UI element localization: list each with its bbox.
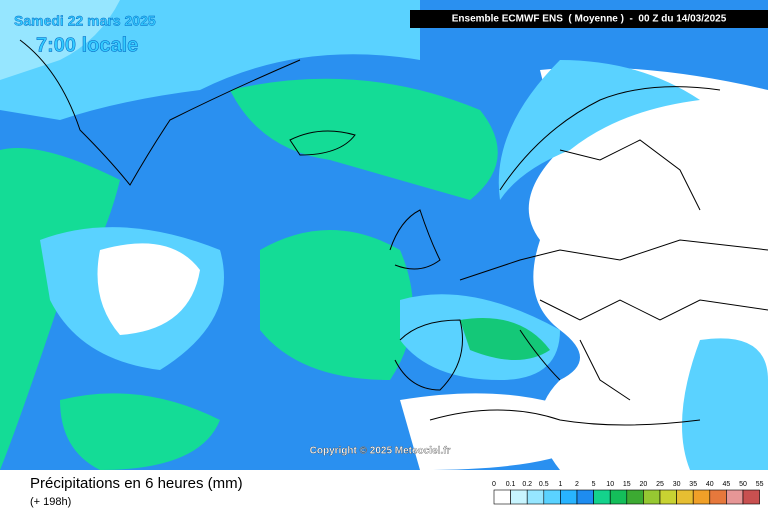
model: Ensemble ECMWF ENS ( Moyenne ) - 00 Z du… <box>452 14 727 25</box>
legend-label: 0.5 <box>539 481 549 488</box>
legend-label: 2 <box>575 481 579 488</box>
legend-swatch <box>593 489 611 505</box>
legend-label: 1 <box>558 481 562 488</box>
time: 7:00 locale <box>36 34 138 56</box>
legend-swatch <box>659 489 677 505</box>
legend-label: 0.2 <box>522 481 532 488</box>
legend-label: 45 <box>723 481 731 488</box>
legend-label: 20 <box>640 481 648 488</box>
legend-swatch <box>742 489 760 505</box>
legend-label: 15 <box>623 481 631 488</box>
legend-label: 25 <box>656 481 664 488</box>
legend-swatch <box>676 489 694 505</box>
legend-swatch <box>526 489 545 505</box>
copyright: Copyright © 2025 Meteociel.fr <box>310 446 451 457</box>
legend-swatch <box>543 489 561 505</box>
footer-lead: (+ 198h) <box>30 496 71 508</box>
legend-label: 40 <box>706 481 714 488</box>
date: Samedi 22 mars 2025 <box>14 13 156 29</box>
legend-label: 0 <box>492 481 496 488</box>
legend-swatch <box>609 489 628 505</box>
model-box <box>410 10 768 28</box>
legend-label: 50 <box>739 481 747 488</box>
legend-label: 35 <box>689 481 697 488</box>
map <box>0 0 768 470</box>
legend-label: 5 <box>592 481 596 488</box>
legend-swatch <box>709 489 727 505</box>
legend-swatch <box>643 489 661 505</box>
legend-label: 55 <box>756 481 764 488</box>
legend-label: 10 <box>606 481 614 488</box>
footer-title: Précipitations en 6 heures (mm) <box>30 475 243 492</box>
legend-label: 30 <box>673 481 681 488</box>
legend-swatch <box>560 489 578 505</box>
legend-label: 0.1 <box>506 481 516 488</box>
legend-swatch <box>626 489 644 505</box>
legend-swatch <box>692 489 711 505</box>
legend-swatch <box>510 489 528 505</box>
legend-swatch <box>493 489 511 505</box>
legend-swatch <box>726 489 744 505</box>
legend: 0 0.1 0.2 0.5 1 2 5 10 15 20 25 30 35 40 45 50 55 <box>492 481 764 505</box>
legend-swatch <box>576 489 594 505</box>
